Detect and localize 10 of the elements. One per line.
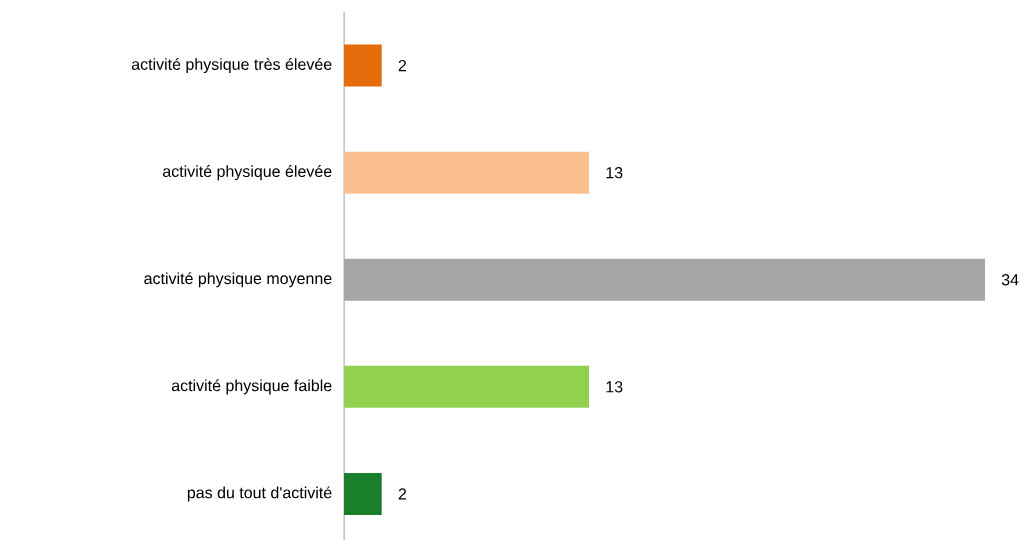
- y-tick-label: activité physique élevée: [163, 165, 332, 181]
- y-tick-label: pas du tout d'activité: [187, 486, 332, 502]
- data-label: 2: [398, 488, 406, 500]
- y-tick-label: activité physique faible: [171, 379, 332, 395]
- data-label: 34: [1001, 274, 1019, 286]
- data-label: 2: [398, 59, 406, 72]
- y-tick-label: activité physique très élevée: [131, 57, 332, 74]
- data-label: 13: [606, 166, 623, 179]
- data-label: 13: [606, 381, 623, 393]
- y-tick-label: activité physique moyenne: [144, 272, 332, 288]
